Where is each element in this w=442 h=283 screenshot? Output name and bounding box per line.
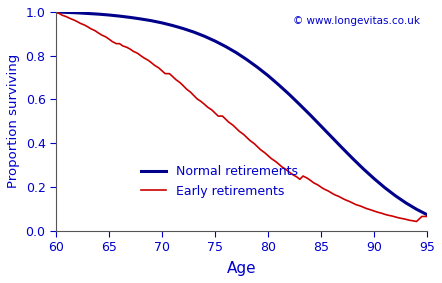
Normal retirements [350, 157, 355, 160]
Normal retirements [361, 167, 366, 171]
Early retirements [318, 185, 324, 189]
Normal retirements [95, 12, 101, 16]
Early retirements [322, 187, 327, 191]
Early retirements [414, 220, 419, 223]
Normal retirements [223, 45, 228, 48]
Normal retirements [170, 24, 175, 27]
Normal retirements [180, 27, 186, 30]
Normal retirements [297, 103, 302, 106]
Normal retirements [64, 11, 69, 14]
Normal retirements [424, 213, 430, 216]
Early retirements [103, 35, 108, 38]
Early retirements [57, 12, 62, 15]
Early retirements [419, 215, 424, 218]
Y-axis label: Proportion surviving: Proportion surviving [7, 54, 20, 188]
Normal retirements [329, 135, 334, 139]
Normal retirements [308, 113, 313, 117]
Normal retirements [339, 146, 345, 150]
Normal retirements [382, 186, 387, 189]
Normal retirements [117, 14, 122, 18]
Normal retirements [138, 17, 143, 21]
Normal retirements [85, 12, 90, 15]
Early retirements [212, 111, 217, 115]
Normal retirements [191, 30, 196, 34]
Normal retirements [127, 16, 133, 19]
Normal retirements [392, 194, 398, 197]
Line: Normal retirements: Normal retirements [56, 12, 427, 215]
Normal retirements [276, 83, 281, 87]
Normal retirements [265, 74, 271, 77]
Normal retirements [286, 93, 292, 96]
Normal retirements [53, 10, 59, 14]
Normal retirements [244, 58, 249, 61]
Normal retirements [149, 19, 154, 22]
Normal retirements [318, 125, 324, 128]
Legend: Normal retirements, Early retirements: Normal retirements, Early retirements [137, 160, 303, 203]
Normal retirements [202, 35, 207, 38]
Early retirements [53, 10, 59, 14]
Normal retirements [74, 11, 80, 14]
Normal retirements [106, 13, 111, 17]
Normal retirements [371, 177, 377, 180]
Normal retirements [233, 51, 239, 54]
Normal retirements [414, 207, 419, 211]
Early retirements [424, 215, 430, 218]
X-axis label: Age: Age [227, 261, 256, 276]
Normal retirements [212, 39, 217, 43]
Text: © www.longevitas.co.uk: © www.longevitas.co.uk [293, 16, 420, 26]
Normal retirements [159, 21, 164, 25]
Normal retirements [255, 66, 260, 69]
Line: Early retirements: Early retirements [56, 12, 427, 222]
Normal retirements [403, 201, 408, 205]
